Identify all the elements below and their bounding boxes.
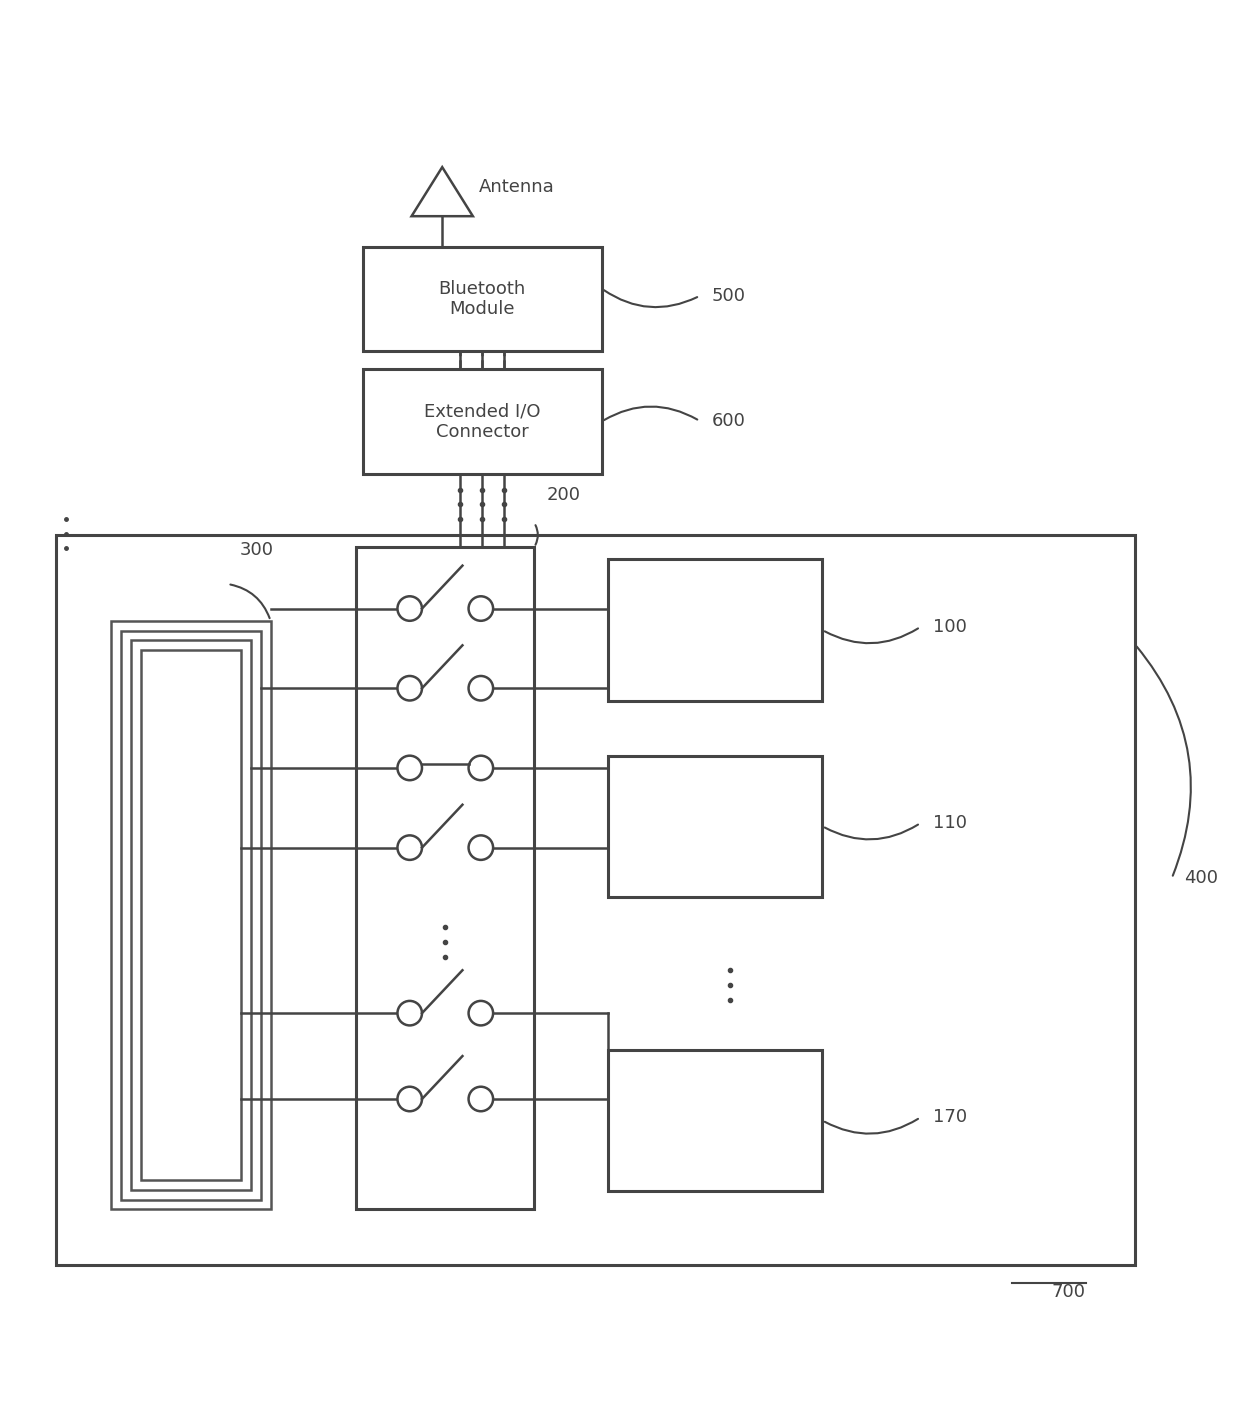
Text: 110: 110 [932,814,967,832]
Bar [112,621,270,1209]
Circle shape [398,1000,422,1026]
Circle shape [469,1087,494,1111]
Circle shape [398,755,422,780]
Text: 400: 400 [1184,869,1218,887]
Text: 600: 600 [712,412,745,430]
Bar [608,1049,822,1191]
Circle shape [398,1087,422,1111]
Bar [130,640,250,1189]
Text: RFID IC
(ID 1): RFID IC (ID 1) [682,611,748,650]
Bar [356,548,534,1209]
Text: 170: 170 [932,1108,967,1126]
Bar [140,650,241,1180]
Bar [608,755,822,897]
Bar [87,558,1122,1243]
Text: 700: 700 [1052,1283,1086,1302]
Circle shape [469,1000,494,1026]
Bar [608,559,822,700]
Bar [56,535,1135,1265]
Text: 500: 500 [712,287,746,305]
Bar [74,548,1122,1252]
Text: 200: 200 [547,486,580,504]
Circle shape [469,755,494,780]
Circle shape [398,597,422,621]
Bar [362,370,601,474]
Text: Antenna: Antenna [479,178,554,196]
Circle shape [469,835,494,860]
Text: 300: 300 [239,542,274,559]
Circle shape [398,675,422,700]
Text: Extended I/O
Connector: Extended I/O Connector [424,402,541,441]
Circle shape [398,835,422,860]
Circle shape [469,597,494,621]
Circle shape [469,675,494,700]
Bar [122,630,260,1199]
Text: RFID IC
(ID n): RFID IC (ID n) [682,1101,748,1140]
Text: RFID IC
(ID 2): RFID IC (ID 2) [682,807,748,846]
Text: 100: 100 [932,618,966,636]
Text: Bluetooth
Module: Bluetooth Module [439,280,526,318]
Bar [362,247,601,352]
